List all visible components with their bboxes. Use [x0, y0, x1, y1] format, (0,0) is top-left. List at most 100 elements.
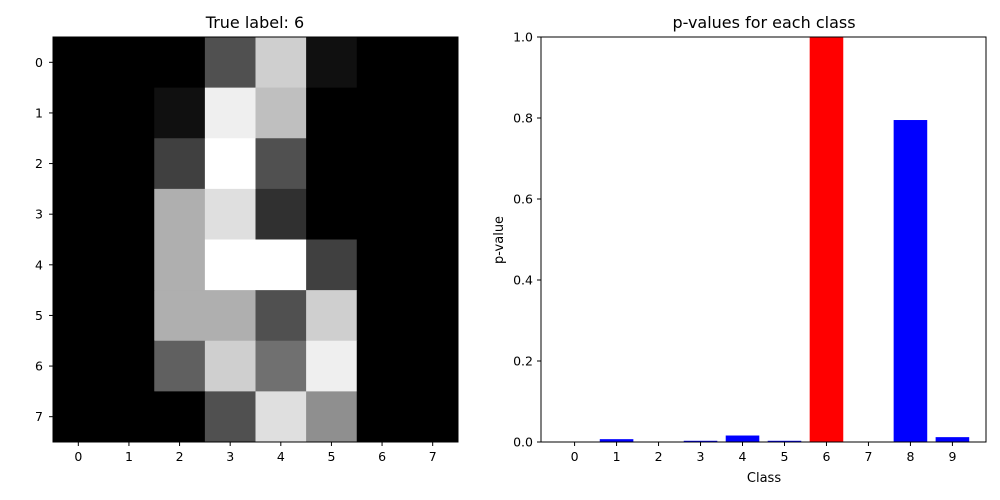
heatmap-cell-r6-c0 — [53, 340, 105, 392]
bar-class-8 — [893, 120, 928, 443]
heatmap-cell-r5-c5 — [306, 290, 358, 342]
bar-x-tick-label: 0 — [571, 449, 579, 464]
bar-x-tick-label: 1 — [613, 449, 621, 464]
bar-class-6 — [809, 37, 844, 442]
heatmap-cell-r1-c5 — [306, 87, 358, 139]
digit-image-panel: True label: 6 0 1 2 3 4 5 6 7 0 1 2 3 4 5 6 7 — [35, 13, 459, 464]
heatmap-x-tick-label: 4 — [277, 449, 285, 464]
heatmap-cell-r4-c6 — [356, 239, 408, 291]
heatmap-y-tick-label: 1 — [35, 105, 43, 120]
heatmap-cell-r6-c4 — [255, 340, 307, 392]
heatmap-cell-r1-c0 — [53, 87, 105, 139]
heatmap-x-tick-label: 6 — [378, 449, 386, 464]
heatmap-x-ticks: 0 1 2 3 4 5 6 7 — [74, 442, 437, 464]
heatmap-cell-r5-c6 — [356, 290, 408, 342]
heatmap-y-tick-label: 3 — [35, 207, 43, 222]
heatmap-title: True label: 6 — [205, 13, 304, 32]
heatmap-cell-r0-c4 — [255, 37, 307, 89]
heatmap-cell-r5-c7 — [407, 290, 459, 342]
heatmap-cell-r6-c3 — [204, 340, 256, 392]
heatmap-cell-r2-c5 — [306, 138, 358, 190]
heatmap-cell-r4-c3 — [204, 239, 256, 291]
heatmap-y-tick-label: 7 — [35, 409, 43, 424]
heatmap-cell-r7-c4 — [255, 391, 307, 443]
heatmap-cell-r1-c1 — [103, 87, 155, 139]
heatmap-cell-r0-c7 — [407, 37, 459, 89]
heatmap-cell-r3-c0 — [53, 188, 105, 240]
heatmap-cells — [53, 37, 459, 443]
heatmap-cell-r4-c0 — [53, 239, 105, 291]
bar-x-tick-label: 2 — [655, 449, 663, 464]
bar-y-tick-label: 0.2 — [513, 354, 533, 369]
heatmap-cell-r3-c2 — [154, 188, 206, 240]
heatmap-x-tick-label: 0 — [74, 449, 82, 464]
heatmap-cell-r5-c4 — [255, 290, 307, 342]
heatmap-cell-r5-c1 — [103, 290, 155, 342]
bar-plot-frame — [540, 36, 987, 443]
bar-y-tick-label: 0.8 — [513, 111, 533, 126]
heatmap-cell-r7-c6 — [356, 391, 408, 443]
bar-x-tick-label: 9 — [948, 449, 956, 464]
bar-x-tick-label: 3 — [697, 449, 705, 464]
bar-x-ticks: 0 1 2 3 4 5 6 7 8 9 — [571, 442, 956, 464]
heatmap-cell-r5-c0 — [53, 290, 105, 342]
heatmap-cell-r3-c3 — [204, 188, 256, 240]
heatmap-x-tick-label: 7 — [429, 449, 437, 464]
heatmap-cell-r1-c7 — [407, 87, 459, 139]
bar-x-tick-label: 7 — [864, 449, 872, 464]
bar-y-tick-label: 0.4 — [513, 273, 533, 288]
heatmap-cell-r3-c4 — [255, 188, 307, 240]
bar-x-tick-label: 6 — [822, 449, 830, 464]
heatmap-frame — [52, 36, 459, 443]
heatmap-cell-r1-c4 — [255, 87, 307, 139]
heatmap-cell-r7-c5 — [306, 391, 358, 443]
heatmap-x-tick-label: 5 — [327, 449, 335, 464]
heatmap-y-tick-label: 2 — [35, 156, 43, 171]
heatmap-cell-r2-c7 — [407, 138, 459, 190]
bar-class-3 — [683, 440, 718, 442]
heatmap-cell-r2-c3 — [204, 138, 256, 190]
heatmap-cell-r3-c6 — [356, 188, 408, 240]
heatmap-y-tick-label: 5 — [35, 308, 43, 323]
heatmap-cell-r2-c4 — [255, 138, 307, 190]
heatmap-cell-r7-c1 — [103, 391, 155, 443]
heatmap-cell-r4-c7 — [407, 239, 459, 291]
heatmap-cell-r5-c3 — [204, 290, 256, 342]
heatmap-cell-r5-c2 — [154, 290, 206, 342]
heatmap-cell-r3-c5 — [306, 188, 358, 240]
heatmap-cell-r0-c5 — [306, 37, 358, 89]
heatmap-cell-r4-c2 — [154, 239, 206, 291]
heatmap-y-tick-label: 0 — [35, 55, 43, 70]
heatmap-cell-r4-c5 — [306, 239, 358, 291]
bar-y-tick-label: 0.0 — [513, 435, 533, 450]
bar-class-5 — [767, 440, 802, 442]
bar-chart-title: p-values for each class — [672, 13, 855, 32]
heatmap-cell-r0-c1 — [103, 37, 155, 89]
heatmap-cell-r0-c3 — [204, 37, 256, 89]
heatmap-cell-r4-c4 — [255, 239, 307, 291]
heatmap-cell-r4-c1 — [103, 239, 155, 291]
bar-class-4 — [725, 435, 760, 442]
heatmap-x-tick-label: 1 — [125, 449, 133, 464]
heatmap-y-ticks: 0 1 2 3 4 5 6 7 — [35, 55, 53, 424]
heatmap-cell-r6-c6 — [356, 340, 408, 392]
bar-x-tick-label: 5 — [781, 449, 789, 464]
heatmap-cell-r3-c7 — [407, 188, 459, 240]
bar-series — [599, 37, 970, 443]
heatmap-cell-r7-c7 — [407, 391, 459, 443]
bar-class-1 — [599, 439, 634, 442]
heatmap-x-tick-label: 3 — [226, 449, 234, 464]
heatmap-cell-r2-c2 — [154, 138, 206, 190]
heatmap-cell-r0-c6 — [356, 37, 408, 89]
bar-y-axis-label: p-value — [492, 216, 507, 264]
bar-x-tick-label: 4 — [739, 449, 747, 464]
bar-x-axis-label: Class — [747, 471, 781, 486]
heatmap-y-tick-label: 4 — [35, 257, 43, 272]
heatmap-cell-r1-c6 — [356, 87, 408, 139]
heatmap-cell-r6-c5 — [306, 340, 358, 392]
heatmap-cell-r1-c2 — [154, 87, 206, 139]
heatmap-cell-r0-c0 — [53, 37, 105, 89]
heatmap-cell-r7-c2 — [154, 391, 206, 443]
heatmap-cell-r2-c1 — [103, 138, 155, 190]
